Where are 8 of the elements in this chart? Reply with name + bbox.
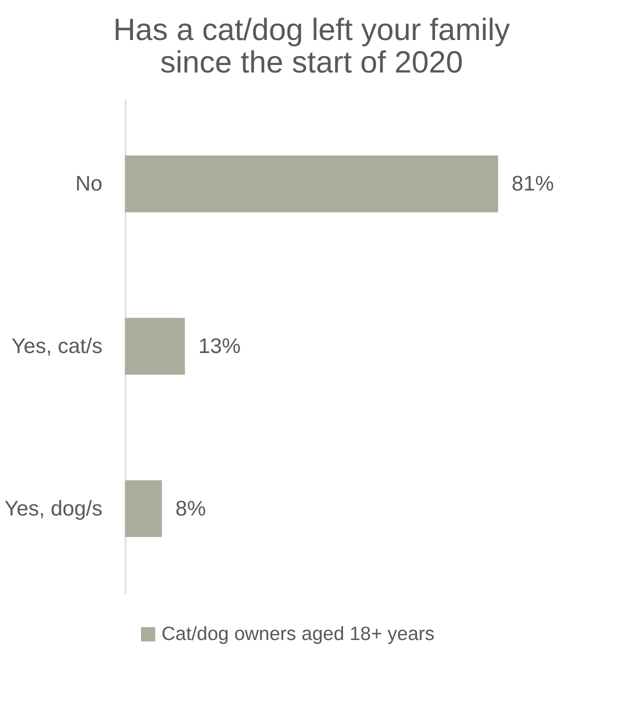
- legend-label: Cat/dog owners aged 18+ years: [162, 624, 435, 646]
- y-tick-label: Yes, cat/s: [12, 334, 102, 358]
- chart-title: Has a cat/dog left your family since the start of 2020: [113, 12, 511, 80]
- y-tick-label: No: [75, 172, 102, 196]
- y-tick-label: Yes, dog/s: [4, 497, 102, 520]
- data-label: 8%: [175, 497, 206, 520]
- data-label: 13%: [198, 334, 241, 358]
- data-label: 81%: [512, 172, 554, 196]
